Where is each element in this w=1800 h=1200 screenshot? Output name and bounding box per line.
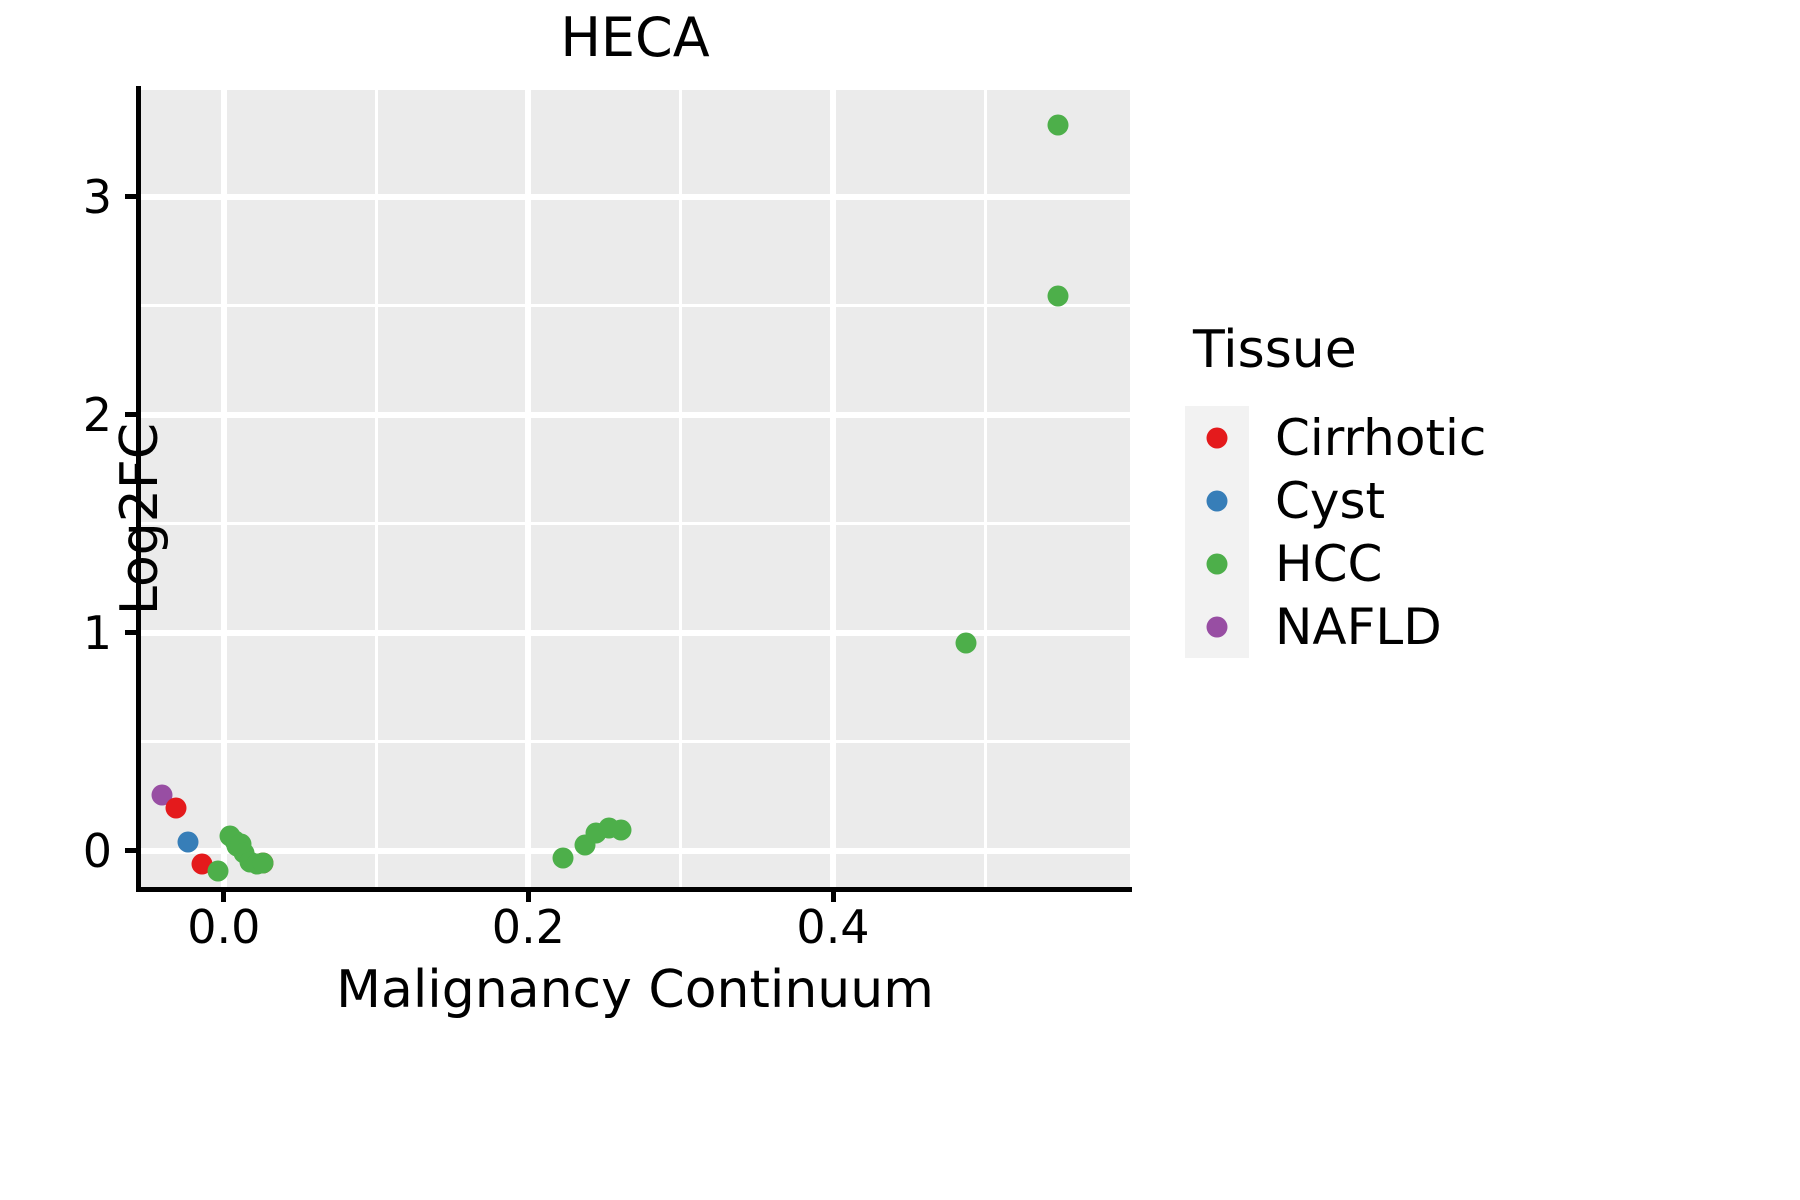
x-axis-tick — [830, 891, 836, 902]
gridline-major-horizontal — [140, 629, 1130, 636]
gridline-major-vertical — [525, 88, 532, 890]
legend-swatch-cirrhotic-icon — [1185, 406, 1249, 469]
x-axis-tick-label: 0.2 — [491, 900, 565, 954]
y-axis-label: Log2FC — [110, 422, 170, 616]
data-point-hcc — [1047, 114, 1069, 136]
gridline-major-horizontal — [140, 411, 1130, 418]
y-axis-tick-label: 3 — [82, 169, 112, 224]
legend-item-cirrhotic[interactable]: Cirrhotic — [1185, 406, 1785, 469]
data-point-hcc — [207, 860, 229, 882]
data-point-hcc — [610, 819, 632, 841]
legend-item-label: HCC — [1275, 534, 1383, 593]
gridline-major-horizontal — [140, 193, 1130, 200]
gridline-minor-vertical — [679, 88, 683, 890]
x-axis-label: Malignancy Continuum — [336, 960, 934, 1020]
legend-item-cyst[interactable]: Cyst — [1185, 469, 1785, 532]
y-axis-tick — [125, 630, 136, 636]
legend-item-label: Cyst — [1275, 471, 1386, 530]
data-point-hcc — [1047, 285, 1069, 307]
legend-item-label: NAFLD — [1275, 597, 1442, 656]
x-axis-tick-label: 0.0 — [187, 900, 261, 954]
legend-entries: Cirrhotic Cyst HCC NAFLD — [1185, 406, 1785, 658]
legend-title: Tissue — [1193, 320, 1357, 380]
y-axis-tick — [125, 412, 136, 418]
legend-swatch-nafld-icon — [1185, 595, 1249, 658]
y-axis-tick-label: 0 — [82, 823, 112, 878]
y-axis-tick-label: 1 — [82, 605, 112, 660]
gridline-minor-vertical — [374, 88, 378, 890]
y-axis-tick — [125, 848, 136, 854]
data-point-hcc — [955, 632, 976, 654]
y-axis-tick — [125, 194, 136, 200]
gridline-minor-horizontal — [140, 304, 1130, 308]
x-axis-line — [136, 887, 1132, 892]
gridline-minor-horizontal — [140, 522, 1130, 526]
plot-panel — [140, 88, 1130, 890]
data-point-hcc — [552, 847, 574, 869]
gridline-minor-horizontal — [140, 740, 1130, 744]
data-point-cirrhotic — [165, 797, 187, 819]
gridline-major-vertical — [220, 88, 227, 890]
legend-item-hcc[interactable]: HCC — [1185, 532, 1785, 595]
y-axis-line — [136, 86, 141, 892]
gridline-minor-vertical — [983, 88, 987, 890]
data-point-cyst — [177, 831, 199, 853]
gridline-major-vertical — [830, 88, 836, 890]
data-point-cirrhotic — [191, 853, 213, 875]
gridline-major-horizontal — [140, 847, 1130, 854]
gridline-minor-horizontal — [140, 88, 1130, 90]
legend-item-label: Cirrhotic — [1275, 408, 1487, 467]
legend-item-nafld[interactable]: NAFLD — [1185, 595, 1785, 658]
page-title: HECA — [560, 6, 710, 69]
data-point-hcc — [252, 852, 274, 874]
x-axis-tick-label: 0.4 — [796, 900, 870, 954]
x-axis-tick — [221, 891, 227, 902]
legend-swatch-cyst-icon — [1185, 469, 1249, 532]
x-axis-tick — [525, 891, 531, 902]
y-axis-tick-label: 2 — [82, 387, 112, 442]
legend-swatch-hcc-icon — [1185, 532, 1249, 595]
legend: Tissue Cirrhotic Cyst HCC NAFLD — [1185, 320, 1785, 658]
